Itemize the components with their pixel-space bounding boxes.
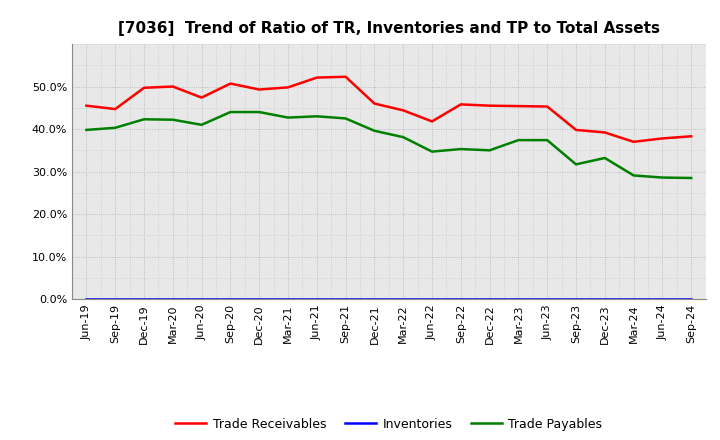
Inventories bbox=[341, 297, 350, 302]
Trade Payables bbox=[168, 117, 177, 122]
Inventories bbox=[658, 297, 667, 302]
Trade Receivables bbox=[312, 75, 321, 80]
Trade Receivables bbox=[687, 134, 696, 139]
Trade Receivables bbox=[140, 85, 148, 91]
Trade Receivables bbox=[226, 81, 235, 86]
Trade Payables bbox=[197, 122, 206, 128]
Inventories bbox=[572, 297, 580, 302]
Trade Receivables bbox=[543, 104, 552, 109]
Trade Payables bbox=[687, 176, 696, 181]
Inventories bbox=[226, 297, 235, 302]
Inventories bbox=[111, 297, 120, 302]
Trade Payables bbox=[428, 149, 436, 154]
Trade Payables bbox=[140, 117, 148, 122]
Trade Payables bbox=[312, 114, 321, 119]
Inventories bbox=[255, 297, 264, 302]
Trade Receivables bbox=[485, 103, 494, 108]
Trade Payables bbox=[456, 147, 465, 152]
Trade Receivables bbox=[370, 101, 379, 106]
Trade Payables bbox=[111, 125, 120, 130]
Trade Receivables bbox=[255, 87, 264, 92]
Trade Payables bbox=[341, 116, 350, 121]
Trade Receivables bbox=[456, 102, 465, 107]
Inventories bbox=[428, 297, 436, 302]
Inventories bbox=[485, 297, 494, 302]
Inventories bbox=[312, 297, 321, 302]
Trade Receivables bbox=[82, 103, 91, 108]
Legend: Trade Receivables, Inventories, Trade Payables: Trade Receivables, Inventories, Trade Pa… bbox=[170, 413, 608, 436]
Trade Payables bbox=[255, 110, 264, 115]
Trade Receivables bbox=[111, 106, 120, 112]
Trade Payables bbox=[226, 110, 235, 115]
Trade Receivables bbox=[658, 136, 667, 141]
Inventories bbox=[82, 297, 91, 302]
Trade Payables bbox=[572, 162, 580, 167]
Trade Receivables bbox=[168, 84, 177, 89]
Trade Payables bbox=[543, 137, 552, 143]
Trade Payables bbox=[82, 127, 91, 132]
Trade Payables bbox=[485, 148, 494, 153]
Trade Payables bbox=[284, 115, 292, 120]
Trade Payables bbox=[514, 137, 523, 143]
Trade Receivables bbox=[514, 103, 523, 109]
Trade Receivables bbox=[197, 95, 206, 100]
Trade Payables bbox=[600, 155, 609, 161]
Inventories bbox=[629, 297, 638, 302]
Trade Receivables bbox=[600, 130, 609, 135]
Inventories bbox=[543, 297, 552, 302]
Inventories bbox=[456, 297, 465, 302]
Inventories bbox=[140, 297, 148, 302]
Inventories bbox=[370, 297, 379, 302]
Inventories bbox=[399, 297, 408, 302]
Inventories bbox=[197, 297, 206, 302]
Trade Receivables bbox=[572, 127, 580, 132]
Trade Payables bbox=[658, 175, 667, 180]
Title: [7036]  Trend of Ratio of TR, Inventories and TP to Total Assets: [7036] Trend of Ratio of TR, Inventories… bbox=[118, 21, 660, 36]
Trade Receivables bbox=[284, 85, 292, 90]
Inventories bbox=[514, 297, 523, 302]
Trade Payables bbox=[629, 173, 638, 178]
Inventories bbox=[284, 297, 292, 302]
Trade Receivables bbox=[341, 74, 350, 79]
Line: Trade Payables: Trade Payables bbox=[86, 112, 691, 178]
Trade Payables bbox=[399, 135, 408, 140]
Inventories bbox=[600, 297, 609, 302]
Line: Trade Receivables: Trade Receivables bbox=[86, 77, 691, 142]
Trade Receivables bbox=[399, 108, 408, 113]
Inventories bbox=[168, 297, 177, 302]
Trade Receivables bbox=[629, 139, 638, 144]
Trade Receivables bbox=[428, 119, 436, 124]
Inventories bbox=[687, 297, 696, 302]
Trade Payables bbox=[370, 128, 379, 133]
